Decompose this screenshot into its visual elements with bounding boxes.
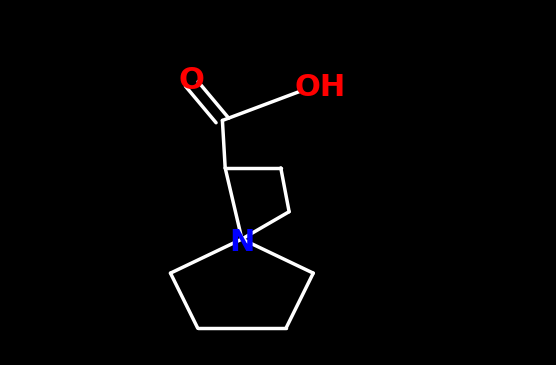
Text: OH: OH xyxy=(294,73,345,102)
Text: N: N xyxy=(229,228,255,257)
Text: O: O xyxy=(179,66,205,95)
